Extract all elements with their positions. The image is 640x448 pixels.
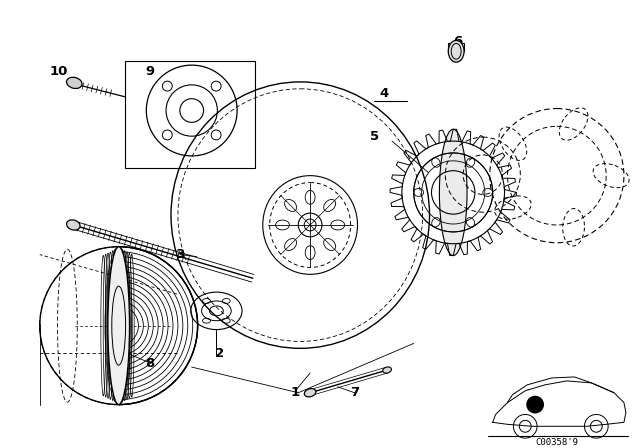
- Text: 5: 5: [370, 129, 379, 142]
- Text: 1: 1: [291, 386, 300, 399]
- Text: 6: 6: [454, 35, 463, 48]
- Ellipse shape: [67, 220, 80, 230]
- Text: 2: 2: [215, 347, 224, 360]
- Ellipse shape: [108, 247, 129, 405]
- Text: 3: 3: [175, 248, 184, 261]
- Ellipse shape: [67, 78, 82, 89]
- Text: 10: 10: [49, 65, 68, 78]
- Ellipse shape: [383, 367, 392, 373]
- Text: 8: 8: [146, 357, 155, 370]
- Ellipse shape: [305, 388, 316, 397]
- Bar: [125, 61, 255, 168]
- Ellipse shape: [448, 40, 464, 62]
- Text: 9: 9: [146, 65, 155, 78]
- Circle shape: [526, 396, 544, 414]
- Ellipse shape: [440, 129, 467, 255]
- Text: 7: 7: [350, 386, 359, 399]
- Text: C00358'9: C00358'9: [535, 438, 579, 447]
- Text: 4: 4: [380, 87, 388, 100]
